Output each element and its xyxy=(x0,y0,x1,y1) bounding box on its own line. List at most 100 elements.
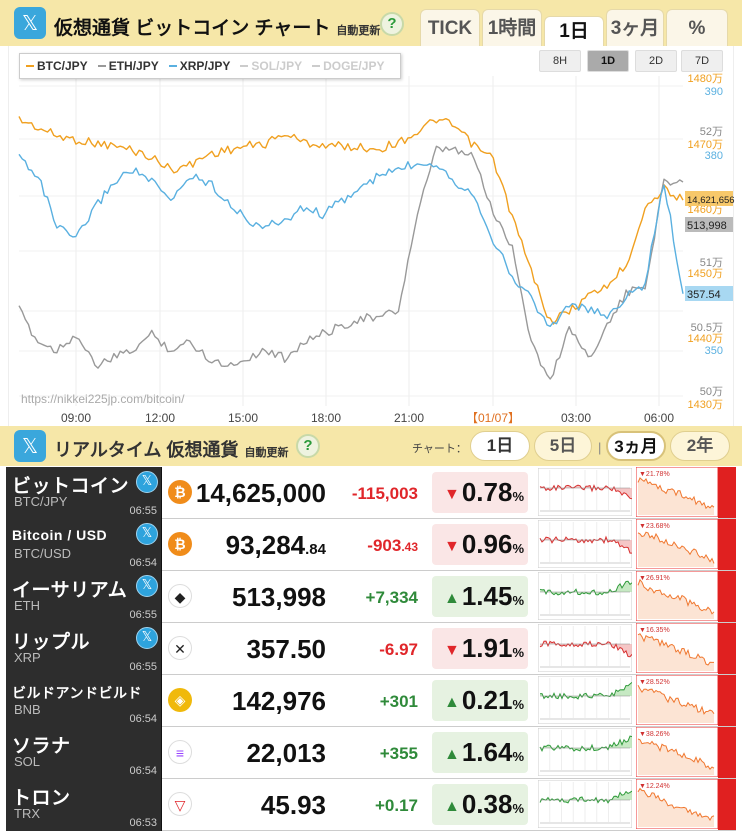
legend-swatch xyxy=(97,64,106,67)
change-integer: +355 xyxy=(379,744,418,763)
x-share-icon[interactable]: 𝕏 xyxy=(14,7,46,39)
range-indicator-bar xyxy=(718,571,736,622)
crypto-row[interactable]: Bitcoin / USD BTC/USD 06:54 𝕏 ₿ 93,284.84 -903… xyxy=(6,519,736,571)
crypto-row[interactable]: トロン TRX 06:53 ▽ 45.93 +0.17 ▲0.38% ▼12.24% xyxy=(6,779,736,831)
change-value: -903.43 xyxy=(367,536,418,556)
price-integer: 93,284 xyxy=(225,530,306,560)
coin-name: リップル xyxy=(12,632,91,653)
tab-1hour[interactable]: 1時間 xyxy=(482,9,542,46)
three-month-sparkline[interactable]: ▼38.26% xyxy=(636,727,718,777)
three-month-sparkline[interactable]: ▼12.24% xyxy=(636,779,718,829)
legend-item[interactable]: SOL/JPY xyxy=(240,54,302,78)
percent-unit: % xyxy=(512,749,524,764)
down-arrow-icon: ▼ xyxy=(443,642,460,659)
legend-swatch xyxy=(26,64,34,67)
intraday-sparkline[interactable] xyxy=(538,676,632,724)
coin-symbol: ETH xyxy=(14,598,40,613)
percent-change-badge: ▲0.21% xyxy=(432,680,528,721)
crypto-row[interactable]: リップル XRP 06:55 𝕏 ✕ 357.50 -6.97 ▼1.91% ▼16.35% xyxy=(6,623,736,675)
percent-value: 0.38 xyxy=(461,789,513,819)
eth-axis-label: 50万 xyxy=(700,386,723,398)
crypto-row[interactable]: イーサリアム ETH 06:55 𝕏 ◆ 513,998 +7,334 ▲1.45% ▼26.9… xyxy=(6,571,736,623)
x-share-icon[interactable]: 𝕏 xyxy=(136,523,158,545)
sparkline-line xyxy=(637,578,715,615)
change-value: -6.97 xyxy=(379,640,418,660)
price-integer: 45.93 xyxy=(260,790,326,820)
three-month-sparkline[interactable]: ▼28.52% xyxy=(636,675,718,725)
intraday-sparkline[interactable] xyxy=(538,728,632,776)
intraday-sparkline[interactable] xyxy=(538,780,632,828)
up-arrow-icon: ▲ xyxy=(443,590,460,607)
x-share-icon[interactable]: 𝕏 xyxy=(14,430,46,462)
price-chart[interactable]: 09:00 12:00 15:00 18:00 21:00 【01/07】 03:00 06:… xyxy=(8,46,735,426)
range-2d[interactable]: 2D xyxy=(635,50,677,72)
range-8h[interactable]: 8H xyxy=(539,50,581,72)
three-month-sparkline[interactable]: ▼21.78% xyxy=(636,467,718,517)
spark-3month-button[interactable]: 3ヵ月 xyxy=(606,431,666,461)
coin-name-cell[interactable]: リップル XRP 06:55 𝕏 xyxy=(6,623,162,675)
spark-5day-button[interactable]: 5日 xyxy=(534,431,592,461)
coin-symbol: BNB xyxy=(14,702,41,717)
percent-change-badge: ▲1.45% xyxy=(432,576,528,617)
range-1d[interactable]: 1D xyxy=(587,50,629,72)
crypto-row[interactable]: ビットコイン BTC/JPY 06:55 𝕏 ₿ 14,625,000 -115,003 ▼0… xyxy=(6,467,736,519)
range-7d[interactable]: 7D xyxy=(681,50,723,72)
update-time: 06:55 xyxy=(129,505,157,517)
x-tick-label: 18:00 xyxy=(311,411,341,425)
crypto-row[interactable]: ビルドアンドビルド BNB 06:54 ◈ 142,976 +301 ▲0.21% ▼28.5… xyxy=(6,675,736,727)
sparkline-fill xyxy=(540,682,632,699)
coin-name-cell[interactable]: Bitcoin / USD BTC/USD 06:54 𝕏 xyxy=(6,519,162,571)
three-month-sparkline[interactable]: ▼23.68% xyxy=(636,519,718,569)
sparkline-fill xyxy=(638,788,714,827)
legend-item[interactable]: XRP/JPY xyxy=(168,54,231,78)
bnb-icon: ◈ xyxy=(168,688,192,712)
intraday-sparkline[interactable] xyxy=(538,624,632,672)
spark-1day-button[interactable]: 1日 xyxy=(470,431,530,461)
percent-change-badge: ▲0.38% xyxy=(432,784,528,825)
spark-2year-button[interactable]: 2年 xyxy=(670,431,730,461)
x-tick-label: 06:00 xyxy=(644,411,674,425)
legend-label: XRP/JPY xyxy=(179,59,231,73)
coin-name-cell[interactable]: ビットコイン BTC/JPY 06:55 𝕏 xyxy=(6,467,162,519)
down-arrow-icon: ▼ xyxy=(443,486,460,503)
tab-1day[interactable]: 1日 xyxy=(544,16,604,46)
help-icon[interactable]: ? xyxy=(380,12,404,36)
legend-item[interactable]: ETH/JPY xyxy=(97,54,159,78)
sparkline-line xyxy=(539,790,632,804)
three-month-sparkline[interactable]: ▼16.35% xyxy=(636,623,718,673)
x-share-icon[interactable]: 𝕏 xyxy=(136,627,158,649)
series-line-eth-jpy xyxy=(18,145,684,380)
tab-tick[interactable]: TICK xyxy=(420,9,480,46)
x-share-icon[interactable]: 𝕏 xyxy=(136,471,158,493)
sparkline-fill xyxy=(638,532,714,567)
percent-unit: % xyxy=(512,697,524,712)
help-icon[interactable]: ? xyxy=(296,434,320,458)
three-month-sparkline[interactable]: ▼26.91% xyxy=(636,571,718,621)
coin-name: イーサリアム xyxy=(12,580,128,601)
coin-name: ビルドアンドビルド xyxy=(12,685,142,701)
percent-unit: % xyxy=(512,541,524,556)
legend-item[interactable]: BTC/JPY xyxy=(26,54,88,78)
sparkline-fill xyxy=(638,739,714,775)
tab-percent[interactable]: % xyxy=(666,9,728,46)
coin-name-cell[interactable]: ビルドアンドビルド BNB 06:54 xyxy=(6,675,162,727)
tab-3month[interactable]: 3ヶ月 xyxy=(606,9,664,46)
x-share-icon[interactable]: 𝕏 xyxy=(136,575,158,597)
change-value: -115,003 xyxy=(352,484,418,504)
intraday-sparkline[interactable] xyxy=(538,468,632,516)
coin-name-cell[interactable]: イーサリアム ETH 06:55 𝕏 xyxy=(6,571,162,623)
intraday-sparkline[interactable] xyxy=(538,520,632,568)
legend-item[interactable]: DOGE/JPY xyxy=(312,54,384,78)
coin-name: ソラナ xyxy=(12,736,71,757)
coin-name-cell[interactable]: ソラナ SOL 06:54 xyxy=(6,727,162,779)
price-value: 513,998 xyxy=(232,582,326,613)
chart-header: 𝕏 仮想通貨 ビットコイン チャート 自動更新 ? TICK 1時間 1日 3ヶ月… xyxy=(0,0,742,46)
intraday-sparkline[interactable] xyxy=(538,572,632,620)
sparkline-line xyxy=(637,633,714,666)
price-integer: 357.50 xyxy=(246,634,326,664)
coin-name-cell[interactable]: トロン TRX 06:53 xyxy=(6,779,162,831)
crypto-row[interactable]: ソラナ SOL 06:54 ≡ 22,013 +355 ▲1.64% ▼38.26% xyxy=(6,727,736,779)
percent-value: 1.45 xyxy=(461,581,513,611)
x-tick-label: 15:00 xyxy=(228,411,258,425)
change-decimal: .43 xyxy=(401,540,418,554)
